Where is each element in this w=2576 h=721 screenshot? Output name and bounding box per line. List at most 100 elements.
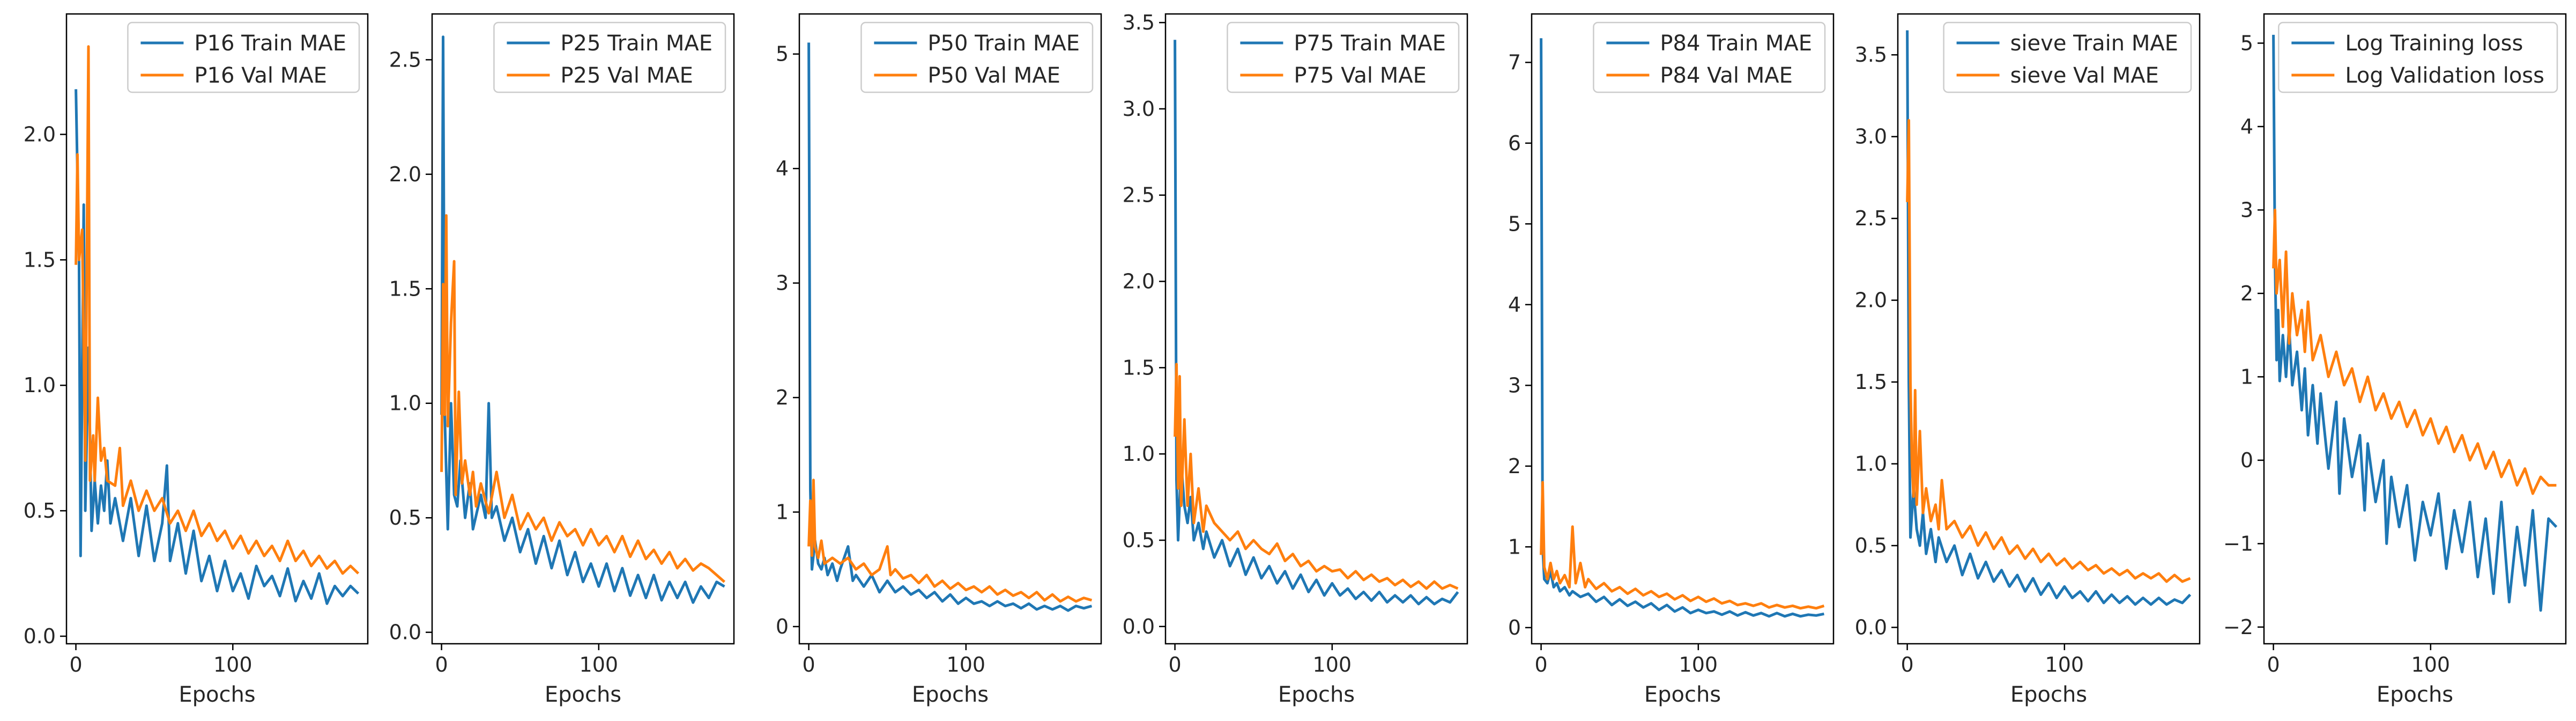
y-tick-label: 1.5	[389, 277, 421, 300]
y-tick-label: 7	[1508, 50, 1521, 74]
legend-box	[493, 21, 726, 93]
x-axis-title: Epochs	[1278, 682, 1355, 707]
y-tick-label: 3.5	[1123, 11, 1155, 34]
x-axis-title: Epochs	[1644, 682, 1721, 707]
legend: Log Training loss Log Validation loss	[2278, 21, 2558, 93]
y-tick-label: 0.0	[389, 621, 421, 644]
y-tick-label: 0.5	[24, 499, 56, 523]
series-line-val	[440, 214, 726, 583]
series-line-val	[1174, 363, 1459, 590]
legend-box	[2278, 21, 2558, 93]
y-tick-label: 4	[1508, 293, 1521, 317]
legend-label: P16 Train MAE	[194, 31, 346, 56]
y-tick-label: 3	[2240, 198, 2253, 222]
y-tick-label: 2.5	[1123, 183, 1155, 207]
series-line-val	[1906, 119, 2191, 583]
y-tick-label: 2.0	[1855, 289, 1887, 312]
x-axis-title: Epochs	[2377, 682, 2453, 707]
legend-label: P50 Train MAE	[927, 31, 1080, 56]
legend: P50 Train MAE P50 Val MAE	[860, 21, 1094, 93]
legend: P84 Train MAE P84 Val MAE	[1593, 21, 1826, 93]
x-tick-label: 100	[2411, 653, 2451, 676]
legend-label: P75 Val MAE	[1294, 63, 1426, 88]
y-tick-label: 2	[776, 386, 789, 409]
x-tick-label: 0	[803, 653, 815, 676]
legend-box	[860, 21, 1094, 93]
axes-frame	[431, 13, 735, 645]
series-line-train	[807, 42, 1093, 612]
legend-box	[127, 21, 360, 93]
legend-label: sieve Val MAE	[2010, 63, 2159, 88]
y-tick-label: 1	[2240, 365, 2253, 388]
legend-label: P84 Val MAE	[1660, 63, 1792, 88]
axes-frame	[1897, 13, 2201, 645]
series-line-train	[75, 89, 360, 605]
legend-label: P16 Val MAE	[194, 63, 326, 88]
x-tick-label: 100	[1679, 653, 1718, 676]
x-tick-label: 0	[435, 653, 448, 676]
x-tick-label: 100	[580, 653, 619, 676]
y-tick-label: 0.0	[1123, 615, 1155, 638]
subplot-2: 0 100 0.0 0.5 1.0 1.5 2.0 2.5 Epochs P25 Train MA…	[389, 13, 735, 707]
x-axis-title: Epochs	[545, 682, 621, 707]
x-axis-title: Epochs	[2010, 682, 2087, 707]
y-tick-label: 1.0	[1123, 442, 1155, 466]
y-tick-label: 6	[1508, 131, 1521, 155]
y-tick-label: 0	[2240, 448, 2253, 472]
y-tick-label: −2	[2223, 615, 2253, 639]
legend: P25 Train MAE P25 Val MAE	[493, 21, 726, 93]
subplot-5: 0 100 0 1 2 3 4 5 6 7 Epochs P84 Train MAE P84 Val M…	[1508, 13, 1835, 707]
legend-label: P84 Train MAE	[1660, 31, 1812, 56]
y-tick-label: 0.5	[389, 506, 421, 529]
series-line-val	[807, 479, 1093, 603]
y-tick-label: −1	[2223, 532, 2253, 555]
y-tick-label: 2.0	[24, 123, 56, 146]
series-line-train	[2272, 34, 2558, 612]
y-tick-label: 3.0	[1123, 97, 1155, 121]
y-tick-label: 3.0	[1855, 125, 1887, 149]
y-tick-label: 5	[2240, 31, 2253, 55]
series-line-train	[1906, 30, 2192, 606]
legend-label: Log Training loss	[2345, 31, 2523, 56]
y-tick-label: 1	[776, 501, 789, 524]
y-tick-label: 0.5	[1855, 534, 1887, 557]
x-axis-title: Epochs	[912, 682, 989, 707]
series-line-train	[1174, 40, 1459, 606]
x-tick-label: 100	[213, 653, 253, 676]
legend: P16 Train MAE P16 Val MAE	[127, 21, 360, 93]
x-axis-title: Epochs	[179, 682, 255, 707]
axes-frame	[65, 13, 369, 645]
x-tick-label: 0	[1535, 653, 1548, 676]
y-tick-label: 3	[776, 271, 789, 295]
x-tick-label: 100	[2045, 653, 2084, 676]
y-tick-label: 2.5	[389, 48, 421, 71]
legend-box	[1227, 21, 1460, 93]
series-line-val	[75, 45, 360, 575]
legend-box	[1593, 21, 1826, 93]
y-tick-label: 1.0	[24, 373, 56, 397]
x-tick-label: 100	[947, 653, 986, 676]
x-tick-label: 100	[1313, 653, 1352, 676]
series-line-train	[440, 35, 725, 604]
y-tick-label: 2.0	[1123, 270, 1155, 293]
y-tick-label: 5	[776, 42, 789, 66]
y-tick-label: 1.0	[389, 392, 421, 415]
y-tick-label: 3.5	[1855, 43, 1887, 67]
axes-frame	[2263, 13, 2567, 645]
y-tick-label: 0.5	[1123, 528, 1155, 552]
legend: sieve Train MAE sieve Val MAE	[1943, 21, 2192, 93]
y-tick-label: 1.0	[1855, 452, 1887, 476]
series-line-val	[2272, 208, 2557, 495]
y-tick-label: 2.0	[389, 163, 421, 186]
y-tick-label: 4	[2240, 115, 2253, 138]
y-tick-label: 1.5	[1855, 370, 1887, 394]
legend-label: P75 Train MAE	[1294, 31, 1446, 56]
y-tick-label: 2	[2240, 282, 2253, 305]
y-tick-label: 1	[1508, 535, 1521, 558]
legend-label: sieve Train MAE	[2010, 31, 2178, 56]
legend-label: P25 Val MAE	[560, 63, 693, 88]
y-tick-label: 2	[1508, 454, 1521, 478]
y-tick-label: 1.5	[1123, 356, 1155, 379]
x-tick-label: 0	[1169, 653, 1182, 676]
